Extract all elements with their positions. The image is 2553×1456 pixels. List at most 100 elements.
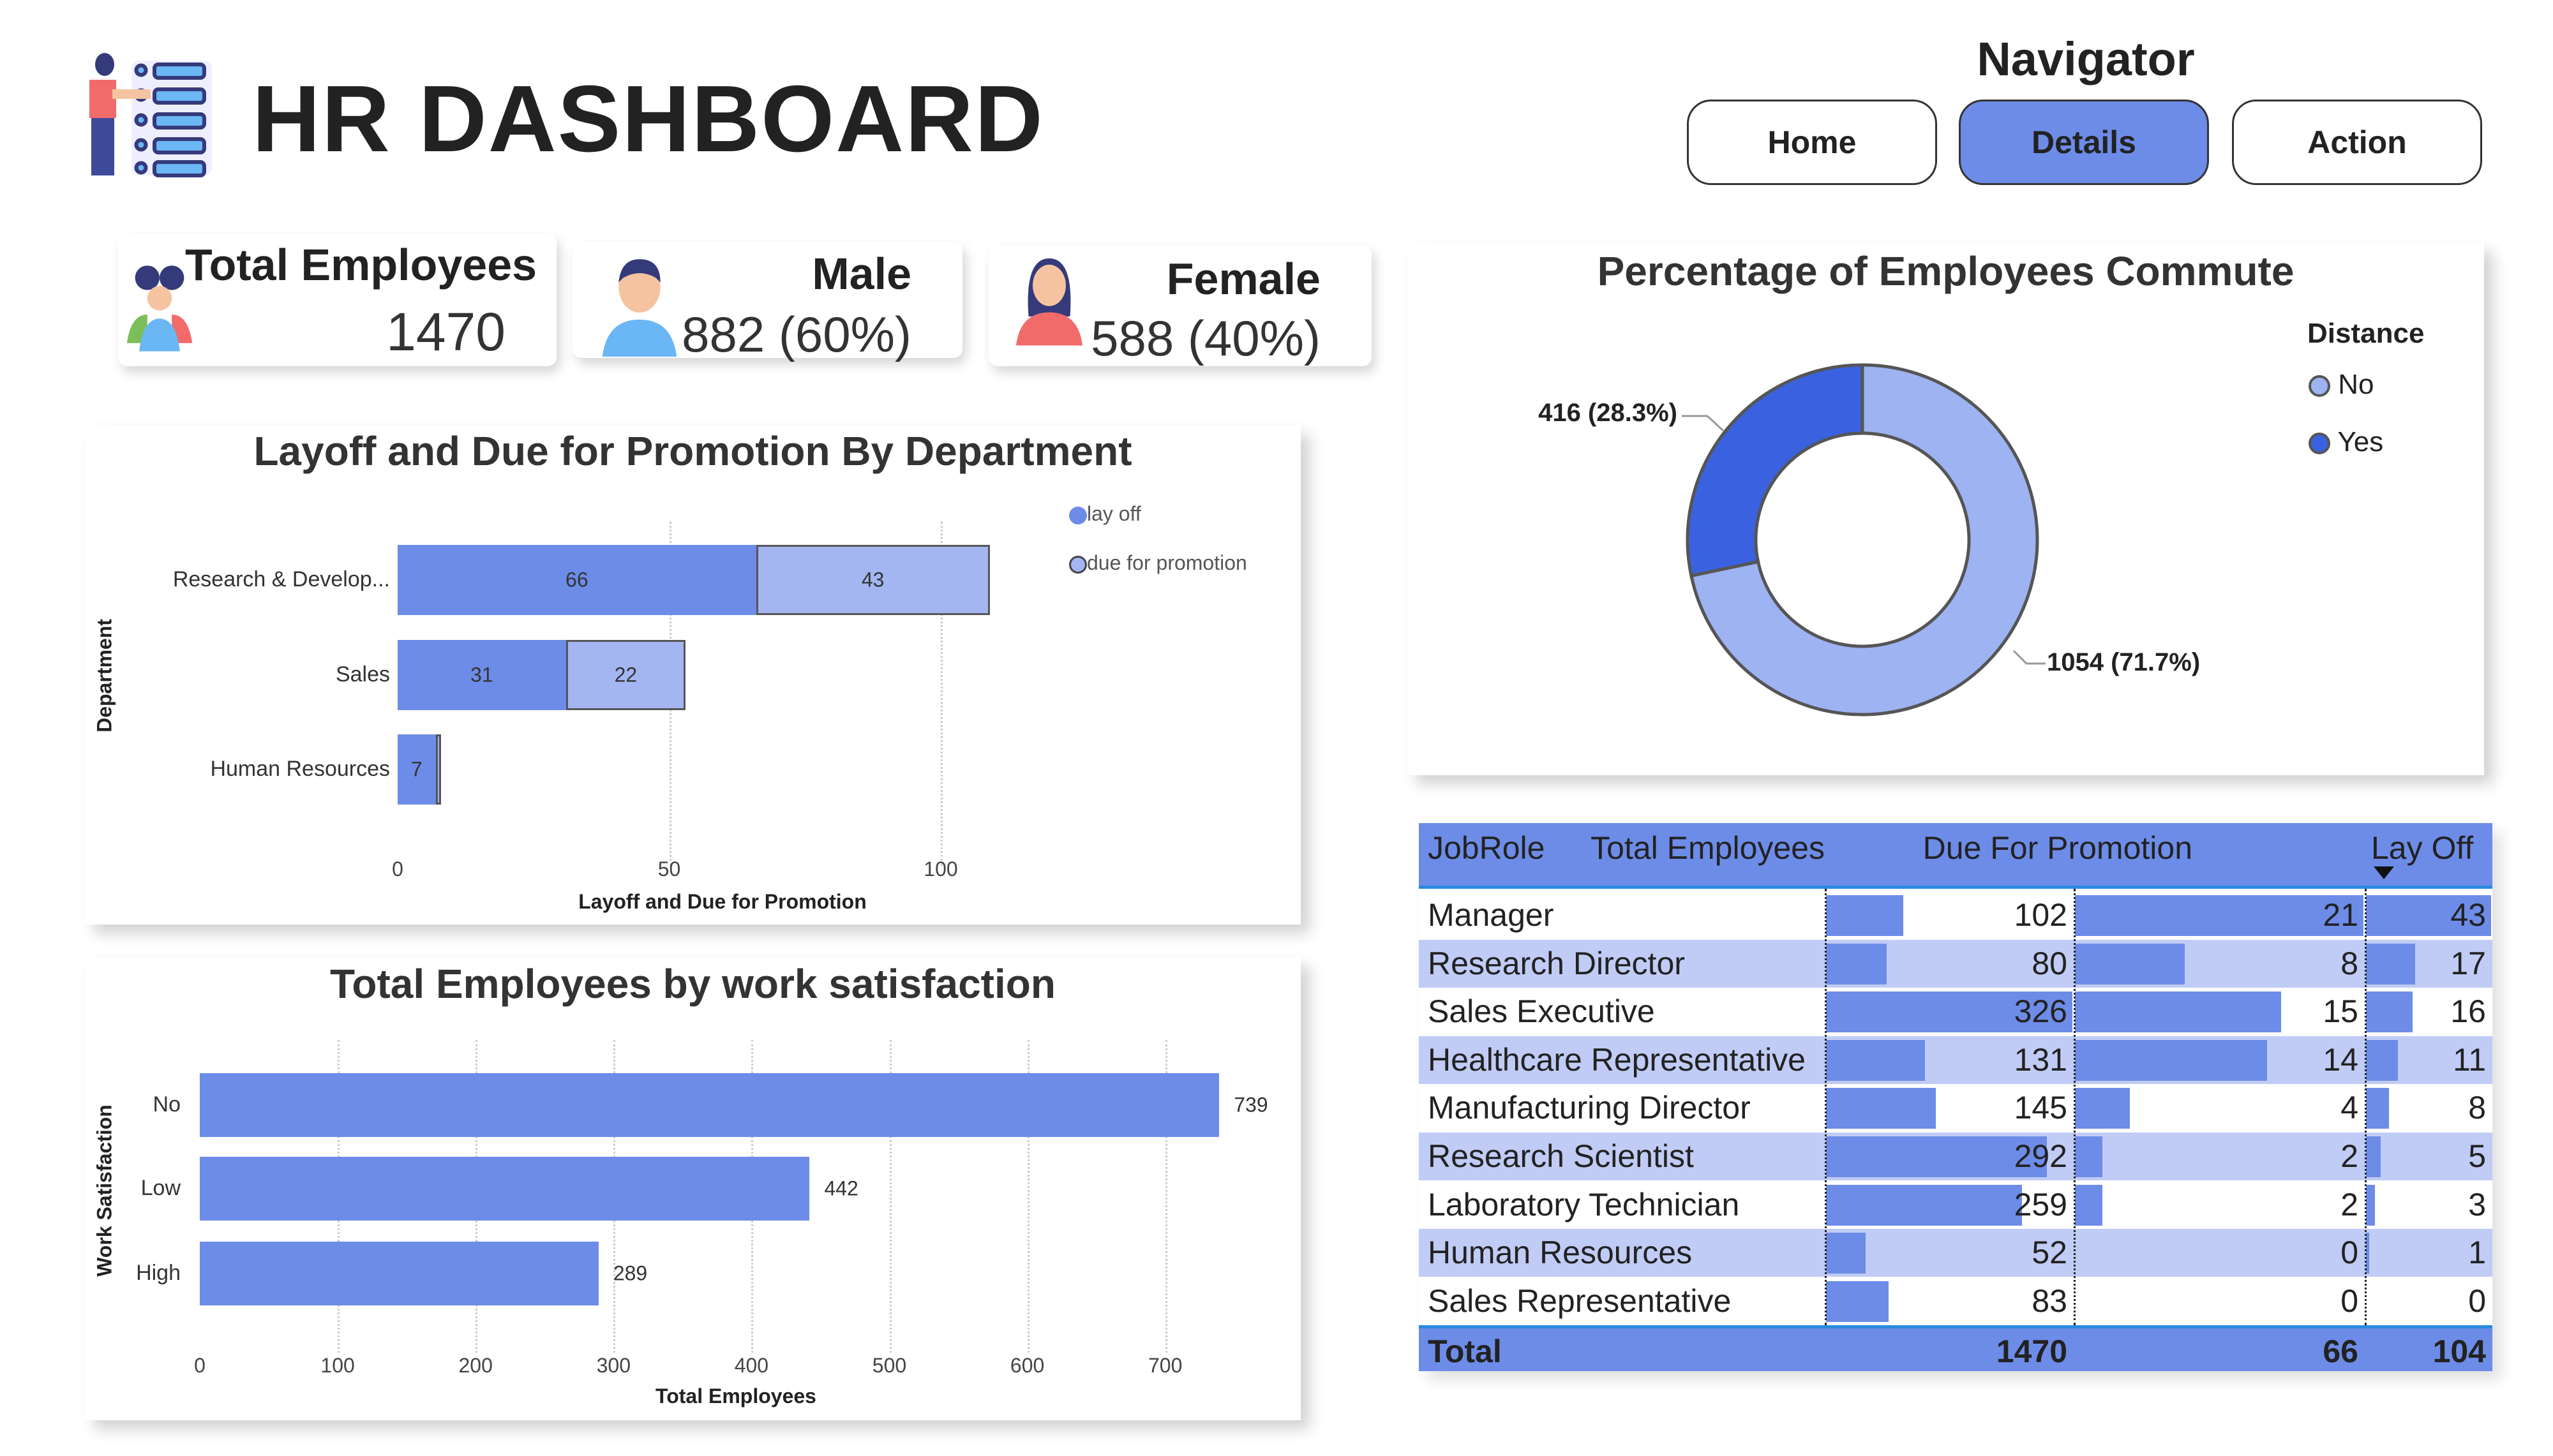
table-cell-jobrole: Manufacturing Director bbox=[1419, 1084, 1825, 1132]
female-label: Female bbox=[1166, 254, 1321, 304]
y-axis-title: Department bbox=[93, 619, 116, 732]
table-cell-value: 145 bbox=[1825, 1084, 2074, 1132]
category-label: Sales bbox=[335, 662, 390, 687]
legend-swatch-icon bbox=[1069, 555, 1087, 574]
data-bar bbox=[2075, 992, 2281, 1033]
sort-descending-icon[interactable] bbox=[2374, 866, 2394, 879]
table-row[interactable]: Sales Executive 326 15 16 bbox=[1419, 988, 2492, 1036]
table-row[interactable]: Healthcare Representative 131 14 11 bbox=[1419, 1036, 2492, 1084]
leader-line bbox=[1682, 415, 1725, 432]
bar-lay-off[interactable] bbox=[398, 734, 436, 805]
total-value: 104 bbox=[2432, 1333, 2486, 1369]
table-row[interactable]: Manufacturing Director 145 4 8 bbox=[1419, 1084, 2492, 1133]
bar-lay-off[interactable] bbox=[398, 640, 566, 710]
donut-slice-yes[interactable] bbox=[1686, 363, 1864, 578]
legend-no[interactable]: No bbox=[2309, 369, 2374, 401]
cell-value: 8 bbox=[2468, 1090, 2486, 1126]
cell-value: 16 bbox=[2450, 993, 2486, 1030]
table-cell-jobrole: Sales Executive bbox=[1419, 988, 1825, 1036]
data-bar bbox=[1826, 1136, 2047, 1177]
data-bar bbox=[2366, 1039, 2399, 1081]
y-axis-title: Work Satisfaction bbox=[93, 1104, 116, 1277]
column-header-total-employees[interactable]: Total Employees bbox=[1591, 830, 1825, 866]
table-row[interactable]: Research Director 80 8 17 bbox=[1419, 939, 2492, 988]
category-label: No bbox=[153, 1092, 181, 1117]
data-bar bbox=[2366, 943, 2416, 984]
cell-value: 5 bbox=[2468, 1138, 2486, 1174]
bar[interactable] bbox=[200, 1157, 810, 1221]
table-cell-value: 43 bbox=[2365, 891, 2492, 939]
x-tick-label: 100 bbox=[924, 858, 958, 880]
data-bar bbox=[1826, 992, 2072, 1033]
chart-title: Layoff and Due for Promotion By Departme… bbox=[253, 428, 1132, 474]
table-cell-jobrole: Laboratory Technician bbox=[1419, 1181, 1825, 1229]
jobrole-label: Laboratory Technician bbox=[1428, 1186, 1740, 1222]
bar-due-for-promotion[interactable] bbox=[756, 545, 990, 615]
home-button[interactable]: Home bbox=[1687, 100, 1937, 185]
cell-value: 83 bbox=[2032, 1282, 2067, 1319]
cell-value: 0 bbox=[2468, 1282, 2486, 1319]
commute-donut-chart: Percentage of Employees Commute 416 (28.… bbox=[1407, 242, 2484, 775]
x-tick-label: 0 bbox=[194, 1354, 206, 1377]
table-row[interactable]: Research Scientist 292 2 5 bbox=[1419, 1133, 2492, 1180]
cell-value: 0 bbox=[2340, 1282, 2358, 1319]
donut-svg bbox=[1682, 363, 2046, 717]
bar[interactable] bbox=[200, 1073, 1219, 1137]
bar-due-for-promotion[interactable] bbox=[565, 640, 686, 710]
x-tick-label: 300 bbox=[596, 1354, 631, 1377]
total-cell: Total bbox=[1419, 1328, 1825, 1374]
table-cell-value: 4 bbox=[2074, 1084, 2365, 1132]
category-label: Low bbox=[140, 1176, 181, 1200]
male-value: 882 (60%) bbox=[682, 306, 911, 362]
details-button[interactable]: Details bbox=[1959, 100, 2209, 185]
table-cell-jobrole: Research Director bbox=[1419, 940, 1825, 988]
cell-value: 17 bbox=[2450, 945, 2486, 981]
data-label: 739 bbox=[1234, 1093, 1268, 1117]
table-row[interactable]: Human Resources 52 0 1 bbox=[1419, 1229, 2492, 1277]
table-row[interactable]: Laboratory Technician 259 2 3 bbox=[1419, 1180, 2492, 1229]
table-cell-value: 5 bbox=[2365, 1133, 2492, 1180]
bar[interactable] bbox=[200, 1242, 599, 1305]
data-bar bbox=[2075, 1136, 2103, 1177]
table-row[interactable]: Sales Representative 83 0 0 bbox=[1419, 1277, 2492, 1325]
employee-list-icon bbox=[89, 53, 212, 177]
table-cell-value: 292 bbox=[1825, 1133, 2074, 1180]
cell-value: 11 bbox=[2453, 1041, 2486, 1078]
legend-yes[interactable]: Yes bbox=[2309, 426, 2383, 458]
x-tick-label: 200 bbox=[458, 1354, 493, 1377]
x-tick-label: 600 bbox=[1010, 1354, 1045, 1377]
category-label: High bbox=[136, 1261, 181, 1285]
cell-value: 145 bbox=[2014, 1090, 2067, 1126]
table-cell-value: 131 bbox=[1825, 1036, 2074, 1084]
data-bar bbox=[1826, 1088, 1936, 1129]
cell-value: 3 bbox=[2468, 1186, 2486, 1222]
gridline bbox=[941, 521, 943, 866]
legend-lay-off[interactable]: lay off bbox=[1069, 502, 1141, 526]
table-cell-value: 16 bbox=[2365, 988, 2492, 1036]
column-header-jobrole[interactable]: JobRole bbox=[1428, 830, 1545, 866]
table-total-row: Total 1470 66 104 bbox=[1419, 1325, 2492, 1371]
cell-value: 15 bbox=[2323, 993, 2358, 1030]
data-label: 66 bbox=[565, 568, 588, 591]
cell-value: 2 bbox=[2340, 1186, 2358, 1222]
jobrole-label: Research Director bbox=[1428, 945, 1685, 981]
gridline bbox=[1027, 1040, 1029, 1353]
table-row[interactable]: Manager 102 21 43 bbox=[1419, 891, 2492, 939]
slice-label-yes: 416 (28.3%) bbox=[1538, 399, 1677, 427]
bar-due-for-promotion[interactable] bbox=[435, 734, 442, 805]
action-button[interactable]: Action bbox=[2232, 100, 2482, 185]
legend-due-for-promotion[interactable]: due for promotion bbox=[1069, 551, 1247, 575]
column-header-lay-off[interactable]: Lay Off bbox=[2371, 830, 2474, 866]
table-cell-value: 8 bbox=[2365, 1084, 2492, 1132]
table-cell-value: 0 bbox=[2365, 1277, 2492, 1325]
table-cell-value: 2 bbox=[2074, 1181, 2365, 1229]
total-cell: 1470 bbox=[1825, 1328, 2074, 1374]
x-tick-label: 700 bbox=[1148, 1354, 1183, 1377]
donut-slice-no[interactable] bbox=[1689, 363, 2039, 717]
bar-lay-off[interactable] bbox=[398, 545, 756, 615]
male-label: Male bbox=[812, 249, 911, 299]
column-header-due-for-promotion[interactable]: Due For Promotion bbox=[1922, 830, 2192, 866]
data-label: 43 bbox=[861, 568, 885, 591]
total-value: 66 bbox=[2323, 1333, 2358, 1369]
chart-title: Percentage of Employees Commute bbox=[1597, 248, 2295, 294]
